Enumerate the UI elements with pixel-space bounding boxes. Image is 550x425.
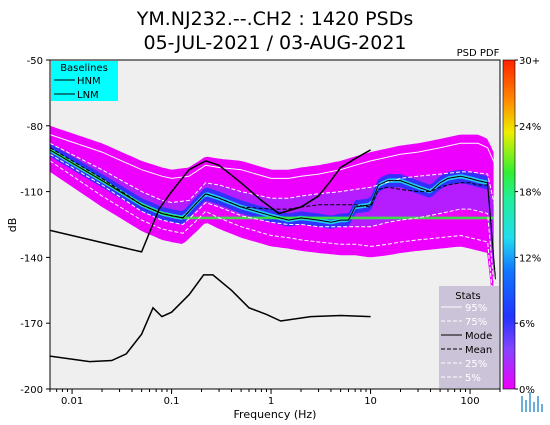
stats-legend: Stats 95% 75% Mode Mean 25% 5% bbox=[439, 286, 499, 388]
x-tick-label: 0.01 bbox=[61, 396, 83, 407]
colorbar-title: PSD PDF bbox=[457, 48, 500, 59]
y-axis-title: dB bbox=[6, 218, 19, 233]
colorbar-tick-label: 24% bbox=[519, 122, 541, 133]
lnm-line bbox=[50, 274, 371, 363]
colorbar-tick-label: 12% bbox=[519, 253, 541, 264]
mode-line bbox=[50, 149, 496, 280]
stats-legend-box bbox=[439, 286, 499, 388]
chart-subtitle: 05-JUL-2021 / 03-AUG-2021 bbox=[143, 32, 407, 54]
p25-legend-label: 25% bbox=[465, 359, 487, 370]
axes: -50 -80 -110 -140 -170 -200 0.01 0.1 1 10 100 bbox=[20, 56, 501, 407]
colorbar-tick-label: 6% bbox=[519, 319, 535, 330]
colorbar-tick-label: 0% bbox=[519, 385, 535, 396]
plot-frame bbox=[49, 59, 501, 390]
x-tick-label: 1 bbox=[268, 396, 274, 407]
p95-line bbox=[50, 134, 496, 179]
hnm-line bbox=[50, 149, 371, 253]
p75-legend-label: 75% bbox=[465, 317, 487, 328]
seismic-logo bbox=[521, 392, 543, 412]
baselines-legend-title: Baselines bbox=[60, 63, 108, 74]
p75-line bbox=[50, 142, 496, 210]
x-tick-label: 10 bbox=[364, 396, 377, 407]
y-tick-label: -50 bbox=[27, 56, 43, 67]
x-tick-label: 0.1 bbox=[164, 396, 180, 407]
y-tick-label: -200 bbox=[20, 385, 43, 396]
curve-layer bbox=[50, 134, 496, 363]
colorbar-ticks: 0% 6% 12% 18% 24% 30+ bbox=[515, 56, 541, 396]
hnm-legend-label: HNM bbox=[77, 76, 101, 87]
p25-line bbox=[50, 153, 496, 302]
y-tick-label: -170 bbox=[20, 319, 43, 330]
x-tick-label: 100 bbox=[461, 396, 480, 407]
y-tick-label: -140 bbox=[20, 253, 43, 264]
baselines-legend: Baselines HNM LNM bbox=[51, 61, 118, 101]
lnm-legend-label: LNM bbox=[77, 90, 99, 101]
colorbar-tick-label: 18% bbox=[519, 188, 541, 199]
p95-legend-label: 95% bbox=[465, 303, 487, 314]
p5-legend-label: 5% bbox=[465, 373, 481, 384]
chart-title: YM.NJ232.--.CH2 : 1420 PSDs bbox=[136, 8, 414, 30]
colorbar bbox=[502, 59, 516, 390]
x-axis-title: Frequency (Hz) bbox=[234, 408, 317, 421]
p5-line bbox=[50, 160, 496, 324]
stats-legend-title: Stats bbox=[455, 291, 481, 302]
mean-legend-label: Mean bbox=[465, 345, 492, 356]
y-tick-label: -80 bbox=[27, 122, 43, 133]
mode-legend-label: Mode bbox=[465, 331, 492, 342]
colorbar-tick-label: 30+ bbox=[519, 56, 540, 67]
y-tick-label: -110 bbox=[20, 188, 43, 199]
